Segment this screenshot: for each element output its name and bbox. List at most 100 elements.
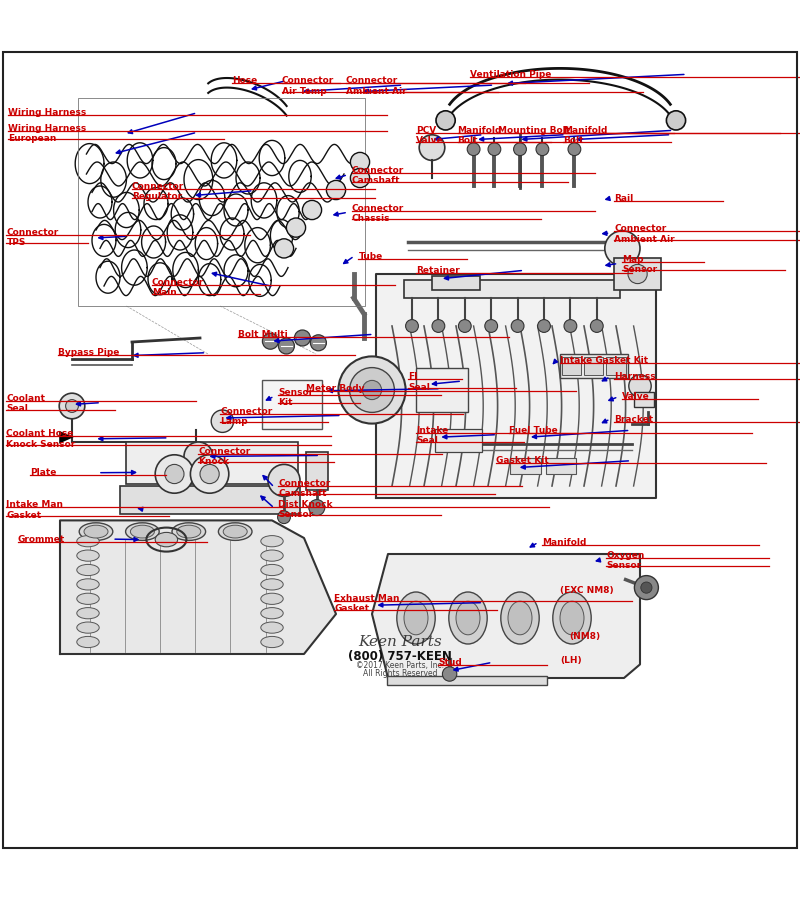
Circle shape: [436, 111, 455, 130]
Circle shape: [641, 582, 652, 593]
Text: Ventilation Pipe: Ventilation Pipe: [470, 70, 552, 79]
Text: Connector
Air Temp: Connector Air Temp: [282, 76, 334, 95]
Ellipse shape: [77, 622, 99, 634]
Circle shape: [302, 201, 322, 220]
Circle shape: [155, 454, 194, 493]
Text: Bolt Multi: Bolt Multi: [238, 330, 288, 339]
Circle shape: [564, 320, 577, 332]
Circle shape: [326, 180, 346, 200]
Circle shape: [629, 374, 651, 397]
Circle shape: [538, 320, 550, 332]
Text: Connector
Camshaft: Connector Camshaft: [278, 479, 330, 499]
Ellipse shape: [77, 636, 99, 648]
Ellipse shape: [261, 564, 283, 576]
Text: Exhaust Man
Gasket: Exhaust Man Gasket: [334, 594, 400, 614]
Text: Stud: Stud: [438, 658, 462, 667]
Circle shape: [432, 320, 445, 332]
Circle shape: [467, 143, 480, 156]
Text: Hose: Hose: [232, 76, 258, 86]
Ellipse shape: [77, 550, 99, 562]
Circle shape: [605, 230, 640, 266]
Text: Connector
Camshaft: Connector Camshaft: [352, 166, 404, 185]
Text: Intake Gasket Kit: Intake Gasket Kit: [560, 356, 648, 365]
Ellipse shape: [218, 523, 252, 540]
Circle shape: [184, 442, 213, 471]
Text: Intake
Seal: Intake Seal: [416, 426, 448, 446]
Text: (800) 757-KEEN: (800) 757-KEEN: [348, 650, 452, 663]
Text: Coolant
Seal: Coolant Seal: [6, 394, 46, 413]
Text: Bypass Pipe: Bypass Pipe: [58, 348, 119, 357]
Text: (LH): (LH): [560, 656, 582, 665]
Ellipse shape: [261, 622, 283, 634]
Ellipse shape: [560, 601, 584, 634]
Circle shape: [309, 500, 325, 516]
Bar: [510, 458, 541, 474]
Ellipse shape: [130, 526, 154, 538]
Circle shape: [590, 320, 603, 332]
Circle shape: [514, 143, 526, 156]
Text: Keen Parts: Keen Parts: [358, 635, 442, 649]
Circle shape: [165, 464, 184, 483]
Circle shape: [634, 576, 658, 599]
Bar: [584, 357, 603, 374]
Ellipse shape: [126, 523, 159, 540]
Text: FI
Seal: FI Seal: [408, 373, 430, 392]
Circle shape: [200, 464, 219, 483]
Ellipse shape: [397, 592, 435, 644]
Bar: [387, 676, 547, 685]
Text: Bracket: Bracket: [614, 415, 654, 424]
Ellipse shape: [77, 536, 99, 547]
Ellipse shape: [84, 526, 108, 538]
Text: Manifold: Manifold: [542, 538, 586, 547]
Text: Plate: Plate: [30, 468, 57, 477]
Ellipse shape: [77, 564, 99, 576]
Circle shape: [278, 511, 290, 524]
Circle shape: [350, 168, 370, 187]
Circle shape: [66, 400, 78, 412]
Text: Connector
TPS: Connector TPS: [6, 228, 58, 247]
Text: Grommet: Grommet: [18, 535, 65, 544]
Text: PCV
Valve: PCV Valve: [416, 126, 444, 146]
Ellipse shape: [77, 579, 99, 590]
Bar: [435, 429, 482, 452]
Ellipse shape: [261, 636, 283, 648]
Text: Wiring Harness
European: Wiring Harness European: [8, 123, 86, 143]
Bar: [120, 486, 300, 514]
Bar: [546, 458, 576, 474]
Text: Harness: Harness: [614, 373, 656, 382]
Text: Connector
Main: Connector Main: [152, 278, 204, 297]
Bar: [306, 452, 328, 490]
Text: Manifold
Bolt: Manifold Bolt: [563, 126, 607, 146]
Text: Sensor
Kit: Sensor Kit: [278, 388, 314, 407]
Circle shape: [286, 218, 306, 238]
Ellipse shape: [155, 533, 178, 547]
Ellipse shape: [261, 608, 283, 619]
Ellipse shape: [456, 601, 480, 634]
Circle shape: [442, 667, 457, 681]
Circle shape: [350, 152, 370, 172]
Text: Wiring Harness: Wiring Harness: [8, 108, 86, 117]
Circle shape: [511, 320, 524, 332]
Text: Map
Sensor: Map Sensor: [622, 255, 658, 274]
Bar: [606, 357, 626, 374]
Circle shape: [458, 320, 471, 332]
Text: Tube: Tube: [358, 252, 382, 261]
Text: Connector
Regulator: Connector Regulator: [132, 182, 184, 202]
Circle shape: [59, 393, 85, 419]
Polygon shape: [372, 554, 640, 678]
Bar: [560, 354, 628, 378]
Bar: [562, 357, 581, 374]
Bar: [432, 275, 480, 290]
Text: Connector
Knock: Connector Knock: [198, 446, 250, 466]
Circle shape: [274, 238, 294, 258]
Circle shape: [666, 111, 686, 130]
Bar: [126, 442, 298, 483]
Ellipse shape: [404, 601, 428, 634]
Circle shape: [488, 143, 501, 156]
Text: Mounting Bolt: Mounting Bolt: [498, 126, 570, 135]
Circle shape: [485, 320, 498, 332]
Ellipse shape: [553, 592, 591, 644]
Circle shape: [310, 335, 326, 351]
Bar: [416, 367, 468, 411]
Circle shape: [568, 143, 581, 156]
